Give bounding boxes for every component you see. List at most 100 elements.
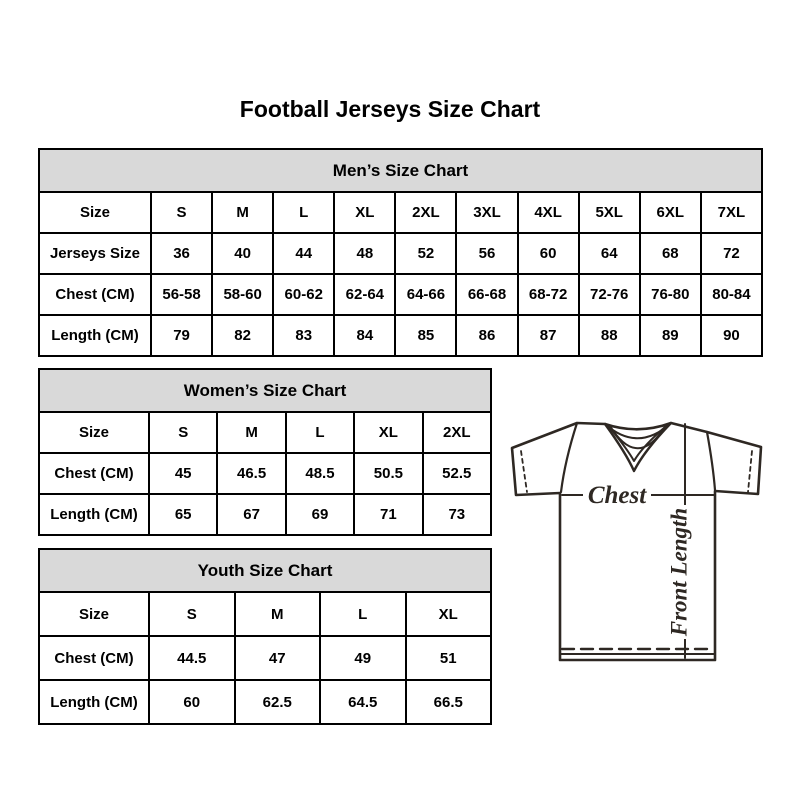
table-cell: L xyxy=(272,191,336,234)
table-cell: 5XL xyxy=(577,191,641,234)
table-cell: 3XL xyxy=(455,191,519,234)
table-cell: 52.5 xyxy=(421,452,493,495)
front-length-label-backplate xyxy=(669,505,694,639)
table-cell: 87 xyxy=(516,314,580,357)
table-cell: 82 xyxy=(211,314,275,357)
front-length-label: Front Length xyxy=(666,508,691,637)
row-label: Size xyxy=(38,591,150,637)
mens-size-table: Men’s Size Chart Size S M L XL 2XL 3XL 4XL 5XL 6XL… xyxy=(38,148,764,357)
table-cell: 68-72 xyxy=(516,273,580,316)
women-table-title: Women’s Size Chart xyxy=(38,368,492,413)
table-cell: 62-64 xyxy=(333,273,397,316)
table-cell: 64 xyxy=(577,232,641,275)
table-cell: 60 xyxy=(516,232,580,275)
table-cell: 2XL xyxy=(421,411,493,454)
table-cell: 51 xyxy=(404,635,492,681)
table-cell: 2XL xyxy=(394,191,458,234)
womens-size-table: Women’s Size Chart Size S M L XL 2XL Chest (CM)… xyxy=(38,368,493,536)
table-cell: 66-68 xyxy=(455,273,519,316)
youth-size-table: Youth Size Chart Size S M L XL Chest (CM) 44.5 4… xyxy=(38,548,492,725)
youth-table-title: Youth Size Chart xyxy=(38,548,492,593)
table-cell: 46.5 xyxy=(216,452,287,495)
table-cell: 64-66 xyxy=(394,273,458,316)
row-label: Length (CM) xyxy=(38,679,150,725)
right-armhole-seam xyxy=(705,430,717,492)
table-cell: 64.5 xyxy=(319,679,407,725)
table-row: Size S M L XL 2XL 3XL 4XL 5XL 6XL 7XL xyxy=(38,191,764,234)
table-cell: 88 xyxy=(577,314,641,357)
table-row: Size S M L XL xyxy=(38,591,492,637)
left-armhole-seam xyxy=(559,421,579,494)
row-label: Length (CM) xyxy=(38,493,150,536)
chest-label-backplate xyxy=(583,482,651,508)
table-cell: 68 xyxy=(638,232,702,275)
table-cell: 52 xyxy=(394,232,458,275)
table-cell: 66.5 xyxy=(404,679,492,725)
table-cell: 44 xyxy=(272,232,336,275)
table-cell: 62.5 xyxy=(233,679,321,725)
left-cuff-dashed-seam xyxy=(520,450,528,493)
table-cell: 86 xyxy=(455,314,519,357)
table-cell: 36 xyxy=(149,232,214,275)
table-cell: L xyxy=(284,411,356,454)
table-cell: 40 xyxy=(211,232,275,275)
table-cell: 56 xyxy=(455,232,519,275)
table-cell: 89 xyxy=(638,314,702,357)
table-cell: 60-62 xyxy=(272,273,336,316)
table-cell: 79 xyxy=(149,314,214,357)
table-cell: L xyxy=(319,591,407,637)
table-row: Length (CM) 79 82 83 84 85 86 87 88 89 90 xyxy=(38,314,764,357)
table-cell: M xyxy=(233,591,321,637)
row-label: Size xyxy=(38,411,150,454)
table-cell: 73 xyxy=(421,493,493,536)
table-cell: 80-84 xyxy=(699,273,764,316)
table-row: Chest (CM) 44.5 47 49 51 xyxy=(38,635,492,681)
row-label: Size xyxy=(38,191,152,234)
table-cell: XL xyxy=(353,411,424,454)
table-cell: XL xyxy=(404,591,492,637)
table-cell: 76-80 xyxy=(638,273,702,316)
table-cell: M xyxy=(211,191,275,234)
table-cell: 85 xyxy=(394,314,458,357)
table-cell: S xyxy=(148,591,236,637)
table-cell: M xyxy=(216,411,287,454)
table-row: Chest (CM) 45 46.5 48.5 50.5 52.5 xyxy=(38,452,493,495)
table-row: Chest (CM) 56-58 58-60 60-62 62-64 64-66 66-68… xyxy=(38,273,764,316)
table-cell: 50.5 xyxy=(353,452,424,495)
row-label: Jerseys Size xyxy=(38,232,152,275)
table-cell: 72-76 xyxy=(577,273,641,316)
table-cell: 90 xyxy=(699,314,764,357)
collar-v-inner xyxy=(609,426,666,462)
table-cell: 65 xyxy=(147,493,219,536)
collar-v-outer xyxy=(603,421,673,473)
table-cell: 48 xyxy=(333,232,397,275)
table-cell: 56-58 xyxy=(149,273,214,316)
table-cell: 71 xyxy=(353,493,424,536)
table-cell: 83 xyxy=(272,314,336,357)
page-title: Football Jerseys Size Chart xyxy=(239,96,541,122)
table-cell: S xyxy=(147,411,219,454)
table-cell: 69 xyxy=(284,493,356,536)
row-label: Length (CM) xyxy=(38,314,152,357)
table-cell: 67 xyxy=(216,493,287,536)
table-cell: 72 xyxy=(699,232,764,275)
table-row: Jerseys Size 36 40 44 48 52 56 60 64 68 72 xyxy=(38,232,764,275)
table-cell: 47 xyxy=(233,635,321,681)
table-cell: 48.5 xyxy=(284,452,356,495)
jersey-measurement-diagram: Chest Front Length xyxy=(510,421,763,662)
table-row: Size S M L XL 2XL xyxy=(38,411,493,454)
table-cell: S xyxy=(149,191,214,234)
row-label: Chest (CM) xyxy=(38,452,150,495)
table-cell: 84 xyxy=(333,314,397,357)
table-cell: XL xyxy=(333,191,397,234)
row-label: Chest (CM) xyxy=(38,635,150,681)
men-table-title: Men’s Size Chart xyxy=(38,148,763,193)
table-cell: 6XL xyxy=(638,191,702,234)
table-cell: 45 xyxy=(147,452,219,495)
table-cell: 60 xyxy=(148,679,236,725)
table-cell: 4XL xyxy=(516,191,580,234)
table-row: Length (CM) 65 67 69 71 73 xyxy=(38,493,493,536)
right-cuff-dashed-seam xyxy=(747,450,753,493)
table-cell: 49 xyxy=(319,635,407,681)
